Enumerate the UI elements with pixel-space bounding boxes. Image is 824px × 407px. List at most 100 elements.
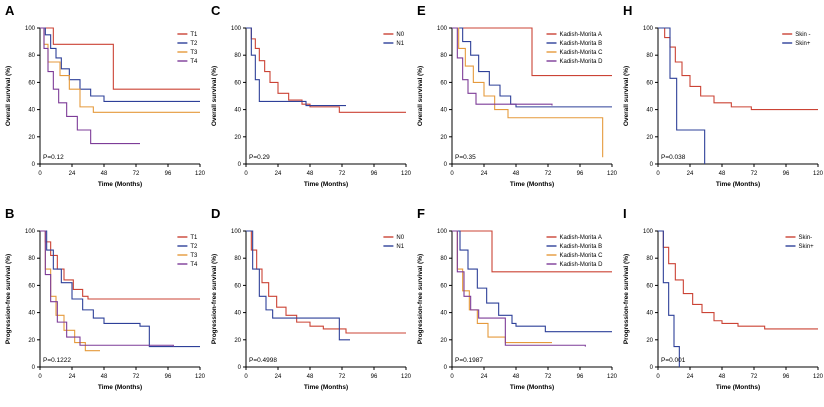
legend-label: Kadish-Morita B: [560, 244, 603, 250]
km-curve-t3: [40, 27, 200, 113]
panel-label: D: [211, 206, 220, 221]
x-tick-label: 72: [751, 374, 758, 380]
x-tick-label: 24: [69, 171, 76, 177]
x-tick-label: 48: [101, 171, 108, 177]
y-tick-label: 60: [234, 80, 241, 86]
legend-label: Kadish-Morita C: [560, 50, 604, 56]
km-curve-t2: [40, 27, 200, 102]
km-panel-E: E 0 20 40 60 80 100 0 24 48 72 96 120 Time (Months) Ov…: [412, 0, 618, 203]
y-tick-label: 20: [234, 135, 241, 141]
x-axis-label: Time (Months): [716, 384, 760, 391]
x-tick-label: 120: [401, 374, 412, 380]
panel-label: F: [417, 206, 425, 221]
y-tick-label: 40: [440, 108, 447, 114]
x-axis-label: Time (Months): [304, 181, 348, 188]
x-tick-label: 24: [481, 374, 488, 380]
x-tick-label: 72: [751, 171, 758, 177]
x-tick-label: 72: [133, 171, 140, 177]
x-tick-label: 72: [545, 374, 552, 380]
legend-label: T4: [190, 262, 198, 268]
y-axis-label: Progression-free survival (%): [417, 254, 424, 344]
y-tick-label: 100: [437, 229, 448, 235]
y-tick-label: 0: [444, 162, 448, 168]
y-tick-label: 20: [28, 135, 35, 141]
legend-label: Skin+: [795, 41, 811, 47]
y-tick-label: 0: [650, 365, 654, 371]
km-curve-n1: [246, 230, 350, 341]
x-tick-label: 0: [450, 171, 454, 177]
p-value: P=0.001: [661, 357, 686, 364]
km-chart-D: D 0 20 40 60 80 100 0 24 48 72 96 120 Time (Months) Pr…: [211, 206, 412, 391]
x-axis-label: Time (Months): [716, 181, 760, 188]
legend-label: N1: [396, 244, 404, 250]
x-tick-label: 96: [371, 171, 378, 177]
panel-label: E: [417, 3, 426, 18]
x-tick-label: 0: [244, 374, 248, 380]
legend-label: T1: [190, 235, 198, 241]
km-chart-C: C 0 20 40 60 80 100 0 24 48 72 96 120 Time (Months) Ov…: [211, 3, 412, 188]
p-value: P=0.4998: [249, 357, 277, 364]
y-tick-label: 100: [643, 26, 654, 32]
x-tick-label: 0: [656, 171, 660, 177]
y-tick-label: 100: [25, 26, 36, 32]
legend-label: T2: [190, 244, 198, 250]
km-panel-C: C 0 20 40 60 80 100 0 24 48 72 96 120 Time (Months) Ov…: [206, 0, 412, 203]
x-tick-label: 96: [783, 374, 790, 380]
y-tick-label: 60: [28, 283, 35, 289]
x-axis-label: Time (Months): [98, 181, 142, 188]
y-tick-label: 20: [440, 135, 447, 141]
y-tick-label: 0: [32, 162, 36, 168]
y-tick-label: 80: [28, 53, 35, 59]
y-tick-label: 60: [440, 283, 447, 289]
y-tick-label: 0: [32, 365, 36, 371]
legend-label: T3: [190, 253, 198, 259]
x-tick-label: 72: [339, 374, 346, 380]
p-value: P=0.12: [43, 154, 64, 161]
x-tick-label: 96: [783, 171, 790, 177]
x-axis-label: Time (Months): [510, 181, 554, 188]
x-tick-label: 0: [38, 374, 42, 380]
y-tick-label: 0: [238, 162, 242, 168]
y-tick-label: 20: [646, 338, 653, 344]
x-tick-label: 120: [195, 374, 206, 380]
legend-label: Kadish-Morita D: [560, 262, 604, 268]
panel-label: I: [623, 206, 627, 221]
y-tick-label: 80: [234, 256, 241, 262]
y-tick-label: 80: [440, 53, 447, 59]
y-tick-label: 60: [234, 283, 241, 289]
y-axis-label: Overall survival (%): [623, 66, 630, 126]
y-tick-label: 60: [28, 80, 35, 86]
x-tick-label: 72: [133, 374, 140, 380]
y-tick-label: 60: [646, 80, 653, 86]
x-tick-label: 48: [307, 374, 314, 380]
km-curve-t2: [40, 230, 200, 348]
x-tick-label: 48: [719, 171, 726, 177]
x-tick-label: 120: [607, 171, 618, 177]
y-axis-label: Overall survival (%): [211, 66, 218, 126]
x-tick-label: 96: [577, 374, 584, 380]
legend-label: N0: [396, 235, 404, 241]
y-tick-label: 40: [234, 108, 241, 114]
km-curve-n1: [246, 27, 346, 107]
legend-label: Kadish-Morita C: [560, 253, 604, 259]
y-tick-label: 80: [646, 256, 653, 262]
panel-label: B: [5, 206, 14, 221]
km-curve-kadish-morita-c: [452, 27, 604, 158]
x-tick-label: 48: [719, 374, 726, 380]
y-axis-label: Progression-free survival (%): [211, 254, 218, 344]
y-tick-label: 80: [440, 256, 447, 262]
km-curve-t4: [40, 27, 140, 145]
km-chart-A: A 0 20 40 60 80 100 0 24 48 72 96 120 Time (Months) Ov…: [5, 3, 206, 188]
x-tick-label: 0: [38, 171, 42, 177]
p-value: P=0.29: [249, 154, 270, 161]
legend-label: T3: [190, 50, 198, 56]
y-tick-label: 100: [231, 229, 242, 235]
km-chart-E: E 0 20 40 60 80 100 0 24 48 72 96 120 Time (Months) Ov…: [417, 3, 618, 188]
x-tick-label: 48: [513, 374, 520, 380]
legend-label: T4: [190, 59, 198, 65]
y-tick-label: 40: [28, 311, 35, 317]
y-tick-label: 0: [238, 365, 242, 371]
x-tick-label: 0: [450, 374, 454, 380]
y-tick-label: 40: [646, 311, 653, 317]
legend-label: Kadish-Morita A: [560, 235, 602, 241]
